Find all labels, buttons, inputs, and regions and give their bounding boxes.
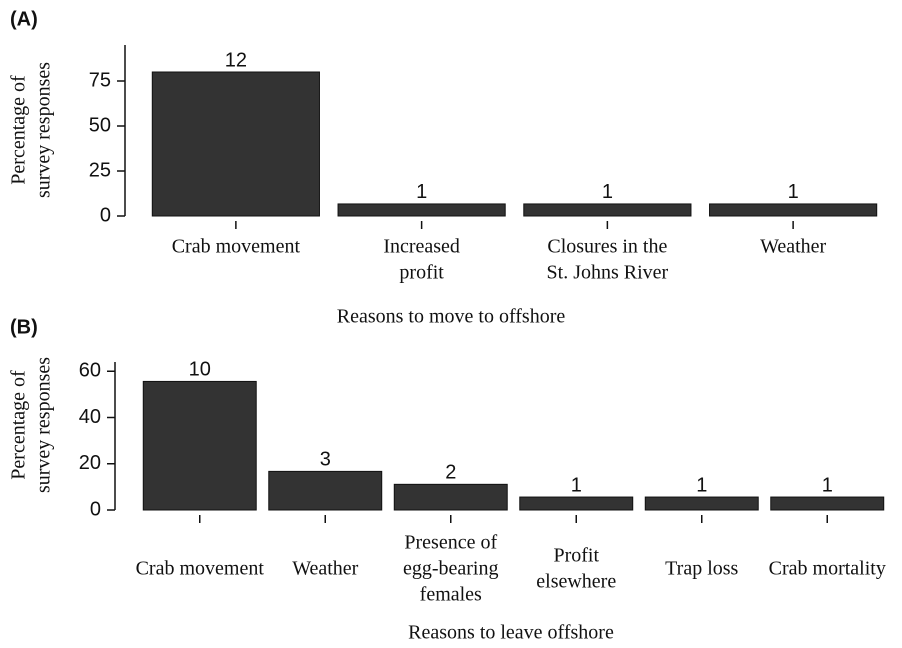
bar [393, 483, 508, 511]
count-label: 1 [822, 474, 833, 496]
x-tick-label: Crab movement [172, 236, 301, 258]
x-tick-label: Trap loss [665, 558, 738, 580]
bar [709, 203, 878, 217]
x-tick-label: Profit [553, 545, 599, 567]
count-label: 10 [189, 359, 211, 381]
panel-label: (A) [10, 8, 38, 30]
y-tick-label: 0 [90, 498, 101, 520]
y-axis-label: survey responses [33, 357, 55, 493]
y-axis-label: Percentage of [8, 75, 30, 185]
count-label: 2 [445, 462, 456, 484]
x-tick-label: Crab movement [136, 558, 265, 580]
bar [644, 496, 759, 511]
bar [337, 203, 506, 217]
x-tick-label: elsewhere [536, 571, 616, 593]
bar [142, 380, 257, 511]
count-label: 1 [602, 181, 613, 203]
y-axis-label: survey responses [33, 62, 55, 198]
y-tick-label: 50 [89, 114, 111, 136]
bar [151, 71, 320, 217]
x-axis-label: Reasons to leave offshore [408, 622, 614, 644]
bar [268, 470, 383, 511]
x-tick-label: Weather [760, 236, 826, 258]
x-tick-label: Weather [292, 558, 358, 580]
count-label: 3 [320, 449, 331, 471]
x-tick-label: females [420, 584, 482, 606]
panel-label: (B) [10, 316, 38, 338]
count-label: 12 [225, 49, 247, 71]
y-tick-label: 60 [79, 360, 101, 382]
count-label: 1 [788, 181, 799, 203]
x-tick-label: profit [399, 262, 444, 284]
y-tick-label: 0 [100, 204, 111, 226]
bar [770, 496, 885, 511]
y-tick-label: 75 [89, 69, 111, 91]
x-tick-label: Increased [383, 236, 460, 258]
y-tick-label: 20 [79, 452, 101, 474]
y-axis-label: Percentage of [8, 370, 30, 480]
count-label: 1 [571, 474, 582, 496]
x-tick-label: St. Johns River [547, 262, 669, 284]
x-tick-label: Presence of [404, 532, 497, 554]
count-label: 1 [416, 181, 427, 203]
count-label: 1 [696, 474, 707, 496]
x-tick-label: egg-bearing [403, 558, 499, 580]
x-tick-label: Crab mortality [769, 558, 886, 580]
y-tick-label: 40 [79, 406, 101, 428]
bar [519, 496, 634, 511]
bar [523, 203, 692, 217]
x-axis-label: Reasons to move to offshore [337, 306, 566, 328]
x-tick-label: Closures in the [547, 236, 667, 258]
y-tick-label: 25 [89, 159, 111, 181]
